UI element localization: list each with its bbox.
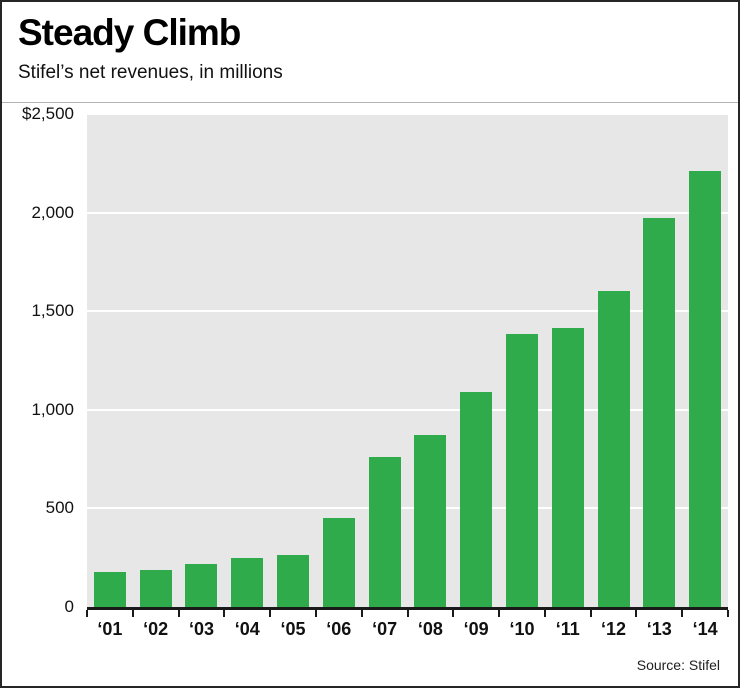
axis-tick: [223, 610, 226, 617]
x-tick-label: ‘09: [463, 619, 489, 639]
axis-tick: [727, 610, 729, 617]
x-tick-label: ‘07: [372, 619, 398, 639]
axis-tick: [86, 610, 88, 617]
axis-tick: [452, 610, 455, 617]
y-tick-label: 500: [45, 498, 74, 518]
y-tick-label: 0: [64, 597, 74, 616]
axis-tick: [177, 610, 180, 617]
axis-tick: [131, 610, 134, 617]
header-divider: [2, 102, 738, 103]
x-tick-label: ‘04: [234, 619, 260, 639]
gridline: [87, 507, 728, 510]
x-tick-label: ‘06: [326, 619, 352, 639]
plot-area: [87, 113, 728, 607]
bar-14: [689, 171, 722, 607]
y-tick-label: $2,500: [22, 104, 74, 123]
gridline: [87, 408, 728, 411]
x-tick-label: ‘01: [97, 619, 123, 639]
bar-4: [231, 558, 264, 607]
bar-10: [505, 334, 538, 607]
axis-tick: [543, 610, 546, 617]
bar-11: [551, 327, 584, 607]
bar-5: [277, 554, 310, 607]
chart-subtitle: Stifel’s net revenues, in millions: [18, 61, 283, 83]
axis-tick: [635, 610, 638, 617]
bar-8: [414, 435, 447, 607]
axis-tick: [360, 610, 363, 617]
x-axis-line: [87, 607, 728, 610]
source-note: Source: Stifel: [636, 657, 720, 673]
bar-6: [322, 517, 355, 607]
y-axis-labels: 0 500 1,000 1,500 2,000 $2,500: [2, 104, 80, 616]
x-tick-label: ‘08: [417, 619, 443, 639]
bar-2: [139, 569, 172, 607]
y-tick-label: 2,000: [31, 202, 74, 222]
x-tick-label: ‘12: [601, 619, 627, 639]
page-title: Steady Climb: [18, 12, 241, 53]
axis-tick: [269, 610, 272, 617]
x-tick-label: ‘03: [188, 619, 214, 639]
axis-tick: [406, 610, 409, 617]
axis-tick: [681, 610, 684, 617]
bar-3: [185, 564, 218, 607]
bar-1: [93, 572, 126, 607]
axis-tick: [314, 610, 317, 617]
x-tick-label: ‘11: [555, 619, 580, 639]
x-tick-label: ‘10: [509, 619, 535, 639]
bar-9: [460, 391, 493, 607]
bar-13: [643, 218, 676, 607]
x-tick-label: ‘14: [692, 619, 718, 639]
bar-7: [368, 456, 401, 607]
gridline: [87, 211, 728, 214]
axis-tick: [589, 610, 592, 617]
y-tick-label: 1,500: [31, 301, 74, 321]
x-axis-labels: ‘01 ‘02 ‘03 ‘04 ‘05 ‘06 ‘07 ‘08 ‘09 ‘10 ‘11 ‘12 ‘13 ‘…: [87, 619, 728, 643]
bar-12: [597, 291, 630, 607]
y-tick-label: 1,000: [31, 399, 74, 419]
gridline: [87, 113, 728, 115]
x-axis-ticks: [86, 610, 729, 617]
axis-tick: [498, 610, 501, 617]
chart-header: Steady Climb Stifel’s net revenues, in m…: [18, 12, 722, 84]
x-tick-label: ‘13: [646, 619, 672, 639]
x-tick-label: ‘02: [143, 619, 169, 639]
gridline: [87, 310, 728, 313]
x-tick-label: ‘05: [280, 619, 306, 639]
